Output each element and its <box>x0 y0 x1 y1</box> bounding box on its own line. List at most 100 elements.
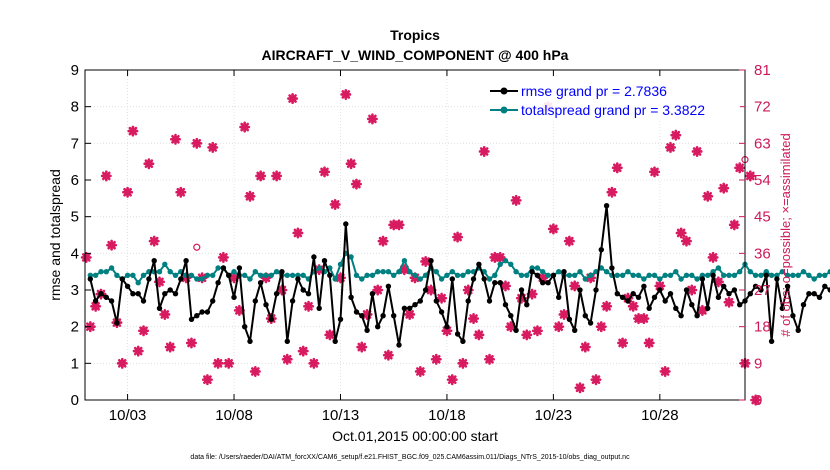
totalspread-point <box>752 272 759 278</box>
rmse-point <box>433 298 439 304</box>
totalspread-point <box>417 276 423 282</box>
totalspread-point <box>438 276 445 282</box>
obs-assimilated-marker <box>478 145 490 157</box>
x-tick-label: 10/13 <box>322 407 360 424</box>
rmse-point <box>774 276 780 282</box>
rmse-point <box>87 276 94 282</box>
obs-assimilated-marker <box>361 308 373 320</box>
rmse-point <box>353 309 360 315</box>
obs-assimilated-marker <box>526 288 538 300</box>
rmse-point <box>827 287 830 293</box>
rmse-point <box>289 298 296 304</box>
totalspread-point <box>422 272 429 278</box>
totalspread-point <box>811 276 817 282</box>
totalspread-point <box>497 261 503 267</box>
obs-assimilated-marker <box>201 374 213 386</box>
rmse-point <box>204 309 211 315</box>
totalspread-point <box>726 272 732 278</box>
obs-assimilated-marker <box>723 296 735 308</box>
obs-assimilated-marker <box>691 145 703 157</box>
rmse-point <box>822 283 828 289</box>
obs-assimilated-marker <box>159 308 171 320</box>
y-tick-label: 1 <box>71 355 79 372</box>
obs-assimilated-marker <box>80 251 92 263</box>
rmse-point <box>364 327 370 333</box>
obs-assimilated-marker <box>239 121 251 133</box>
rmse-point <box>98 291 104 297</box>
totalspread-point <box>210 272 216 278</box>
obs-assimilated-marker <box>547 223 559 235</box>
obs-assimilated-marker <box>664 141 676 153</box>
rmse-point <box>800 302 807 308</box>
rmse-point <box>731 287 738 293</box>
totalspread-point <box>625 269 631 275</box>
rmse-point <box>401 305 408 311</box>
totalspread-point <box>172 272 179 278</box>
rmse-point <box>369 291 376 297</box>
rmse-point <box>694 313 700 319</box>
totalspread-point <box>678 276 684 282</box>
y-tick-label: 8 <box>71 99 79 116</box>
totalspread-point <box>694 276 700 282</box>
rmse-point <box>795 327 801 333</box>
rmse-point <box>667 291 674 297</box>
totalspread-point <box>534 265 541 271</box>
rmse-point <box>641 283 647 289</box>
rmse-point <box>311 254 317 260</box>
totalspread-point <box>396 269 402 275</box>
obs-assimilated-marker <box>734 162 746 174</box>
rmse-point <box>454 331 461 337</box>
rmse-point <box>321 258 328 264</box>
rmse-point <box>428 258 434 264</box>
rmse-point <box>625 298 631 304</box>
rmse-point <box>343 221 349 227</box>
totalspread-point <box>449 269 455 275</box>
obs-assimilated-marker <box>233 304 245 316</box>
totalspread-point <box>369 272 376 278</box>
rmse-point <box>460 338 466 344</box>
totalspread-point <box>641 276 647 282</box>
totalspread-point <box>348 254 354 260</box>
rmse-point <box>508 313 514 319</box>
y-tick-label: 0 <box>71 392 79 409</box>
totalspread-point <box>454 272 461 278</box>
totalspread-point <box>215 265 221 271</box>
rmse-point <box>603 203 610 209</box>
obs-assimilated-marker <box>297 345 309 357</box>
obs-assimilated-marker <box>696 304 708 316</box>
obs-assimilated-marker <box>569 280 581 292</box>
totalspread-point <box>502 258 509 264</box>
rmse-point <box>375 324 381 330</box>
obs-assimilated-marker <box>350 178 362 190</box>
rmse-point <box>108 298 115 304</box>
totalspread-point <box>188 272 195 278</box>
totalspread-point <box>167 269 173 275</box>
rmse-point <box>183 258 189 264</box>
rmse-point <box>790 313 796 319</box>
rmse-point <box>758 287 764 293</box>
totalspread-point <box>566 272 573 278</box>
rmse-point <box>540 280 546 286</box>
rmse-point <box>92 298 99 304</box>
obs-assimilated-marker <box>287 93 299 105</box>
rmse-point <box>572 327 578 333</box>
rmse-point <box>561 269 567 275</box>
obs-assimilated-marker <box>563 235 575 247</box>
obs-assimilated-marker <box>510 194 522 206</box>
x-tick-label: 10/18 <box>428 407 466 424</box>
rmse-series <box>87 203 830 348</box>
rmse-point <box>130 291 136 297</box>
y2-tick-label: 27 <box>754 282 771 299</box>
rmse-point <box>257 280 264 286</box>
totalspread-point <box>667 272 674 278</box>
legend-rmse-marker <box>500 87 508 95</box>
rmse-point <box>449 276 455 282</box>
totalspread-point <box>800 269 807 275</box>
obs-assimilated-marker <box>319 166 331 178</box>
obs-assimilated-marker <box>90 300 102 312</box>
rmse-point <box>673 305 679 311</box>
totalspread-point <box>758 272 764 278</box>
obs-assimilated-marker <box>324 329 336 341</box>
totalspread-point <box>715 265 722 271</box>
chart-title: Tropics <box>390 27 440 43</box>
